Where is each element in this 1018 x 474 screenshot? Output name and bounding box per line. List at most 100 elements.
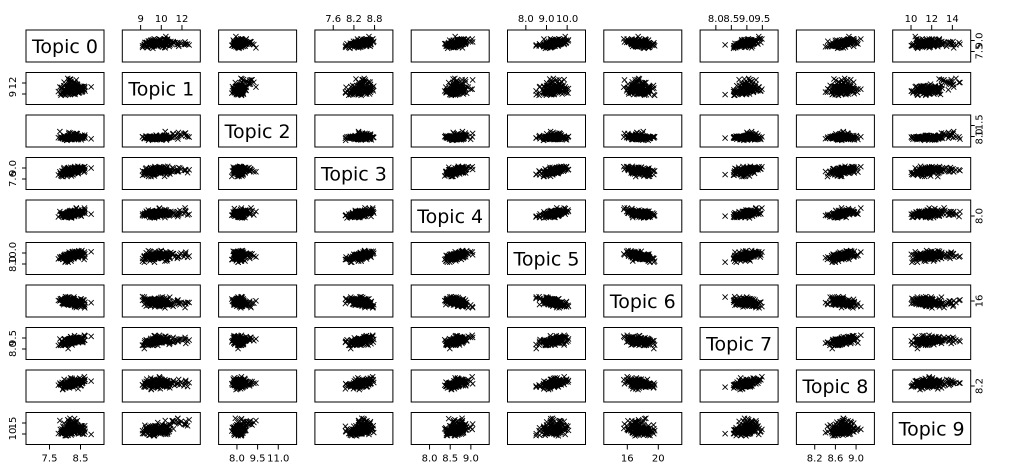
panel-3-6 — [603, 157, 683, 190]
panel-frame — [603, 29, 683, 63]
point-marker — [642, 38, 648, 45]
panel-0-4 — [410, 29, 490, 63]
point-marker — [231, 42, 238, 49]
panel-2-8 — [795, 114, 875, 148]
panel-2-6 — [603, 114, 683, 148]
panel-1-8 — [795, 72, 875, 105]
point-marker — [150, 42, 157, 49]
panel-frame — [314, 114, 394, 148]
point-marker — [164, 37, 171, 44]
panel-1-0 — [25, 72, 105, 105]
point-marker — [236, 44, 242, 51]
point-marker — [753, 77, 759, 83]
panel-2-1 — [121, 114, 201, 148]
point-marker — [178, 40, 184, 47]
panel-3-1 — [121, 157, 201, 190]
variable-label: Topic 2 — [224, 121, 291, 143]
panel-2-4 — [410, 114, 490, 148]
point-marker — [343, 84, 350, 91]
panel-3-2 — [218, 157, 298, 190]
panel-3-8 — [795, 157, 875, 190]
panel-3-3: Topic 3 — [314, 157, 394, 190]
point-marker — [356, 40, 362, 47]
point-marker — [184, 41, 191, 47]
point-marker — [831, 76, 837, 82]
panel-0-8 — [795, 29, 875, 63]
panel-2-0 — [25, 114, 105, 148]
point-marker — [548, 44, 555, 50]
point-marker — [443, 43, 450, 50]
panel-0-0: Topic 0 — [25, 29, 105, 63]
panel-1-5 — [507, 72, 586, 105]
panel-frame — [892, 114, 972, 148]
point-marker — [857, 163, 864, 170]
point-marker — [555, 40, 562, 47]
point-marker — [239, 37, 246, 44]
panel-frame — [699, 114, 779, 148]
point-marker — [88, 135, 95, 142]
panel-frame — [218, 29, 298, 63]
panel-0-3 — [314, 29, 394, 63]
point-marker — [357, 44, 364, 50]
point-marker — [88, 165, 95, 171]
panel-frame — [699, 29, 779, 63]
point-marker — [536, 40, 543, 47]
point-marker — [645, 44, 652, 50]
point-marker — [469, 77, 476, 83]
point-marker — [459, 37, 466, 44]
point-marker — [182, 41, 189, 48]
point-marker — [956, 39, 962, 46]
point-marker — [451, 44, 458, 50]
panel-0-7 — [699, 29, 779, 63]
point-marker — [650, 39, 657, 46]
panel-2-5 — [507, 114, 586, 148]
point-marker — [533, 43, 540, 49]
point-marker — [632, 42, 639, 49]
panel-2-9 — [892, 114, 972, 148]
variable-label: Topic 3 — [320, 164, 387, 186]
panel-2-3 — [314, 114, 394, 148]
point-marker — [541, 36, 547, 43]
point-marker — [342, 42, 349, 49]
point-marker — [562, 38, 569, 45]
panel-2-2: Topic 2 — [218, 114, 298, 148]
panel-1-3 — [314, 72, 394, 105]
variable-label: Topic 1 — [127, 79, 194, 101]
point-marker — [722, 135, 729, 141]
point-marker — [161, 44, 168, 51]
panel-3-0 — [25, 157, 105, 190]
panel-0-2 — [218, 29, 298, 63]
panel-0-9 — [892, 29, 972, 63]
point-marker — [822, 168, 829, 175]
panel-1-1: Topic 1 — [121, 72, 201, 105]
point-marker — [450, 44, 456, 51]
point-marker — [562, 33, 569, 40]
point-marker — [253, 84, 259, 91]
point-marker — [722, 41, 729, 48]
point-marker — [722, 91, 729, 98]
point-marker — [174, 39, 181, 46]
panel-1-7 — [699, 72, 779, 105]
panel-0-1 — [121, 29, 201, 63]
point-marker — [722, 171, 729, 178]
point-marker — [362, 41, 369, 48]
point-marker — [620, 35, 627, 42]
point-marker — [467, 38, 474, 45]
point-marker — [249, 41, 256, 48]
point-marker — [952, 75, 959, 82]
panel-3-4 — [410, 157, 490, 190]
panel-1-4 — [410, 72, 490, 105]
panel-3-9 — [892, 157, 972, 190]
panel-1-6 — [603, 72, 683, 105]
panel-3-7 — [699, 157, 779, 190]
point-marker — [146, 41, 153, 48]
point-marker — [547, 44, 554, 51]
point-marker — [343, 44, 350, 51]
panel-1-2 — [218, 72, 298, 105]
point-marker — [621, 77, 628, 83]
point-marker — [945, 86, 952, 93]
point-marker — [159, 44, 166, 50]
point-marker — [143, 40, 150, 47]
panel-1-9 — [892, 72, 972, 105]
